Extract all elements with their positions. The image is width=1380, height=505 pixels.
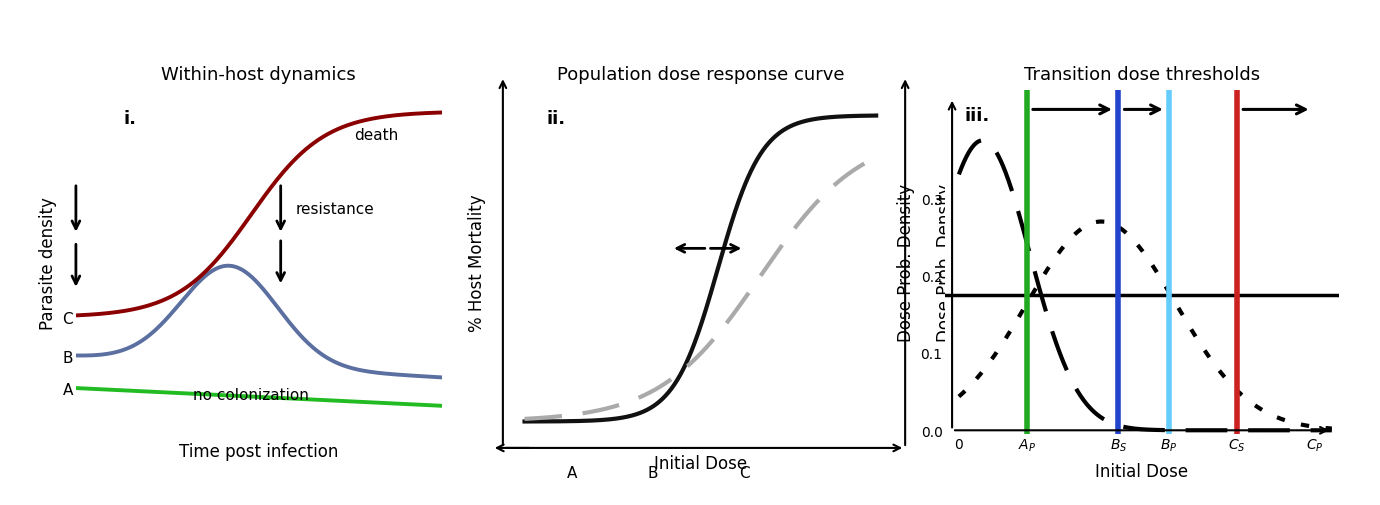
Text: A: A (567, 465, 578, 480)
Text: Dose Prob. Density: Dose Prob. Density (937, 184, 955, 341)
X-axis label: Time post infection: Time post infection (179, 442, 338, 461)
Text: resistance: resistance (295, 202, 374, 217)
Text: ii.: ii. (546, 110, 566, 128)
Text: iii.: iii. (965, 107, 991, 124)
Title: Transition dose thresholds: Transition dose thresholds (1024, 66, 1260, 84)
Y-axis label: Parasite density: Parasite density (39, 196, 57, 329)
Y-axis label: Dose Prob. Density: Dose Prob. Density (897, 184, 915, 341)
X-axis label: Initial Dose: Initial Dose (1096, 462, 1188, 480)
Title: Within-host dynamics: Within-host dynamics (161, 66, 356, 84)
X-axis label: Initial Dose: Initial Dose (654, 453, 747, 472)
Title: Population dose response curve: Population dose response curve (556, 66, 845, 84)
Text: no colonization: no colonization (193, 387, 309, 402)
Text: C: C (738, 465, 749, 480)
Text: % Host Mortality: % Host Mortality (468, 194, 486, 331)
Text: death: death (353, 128, 397, 143)
Text: B: B (647, 465, 658, 480)
Text: i.: i. (123, 110, 137, 128)
